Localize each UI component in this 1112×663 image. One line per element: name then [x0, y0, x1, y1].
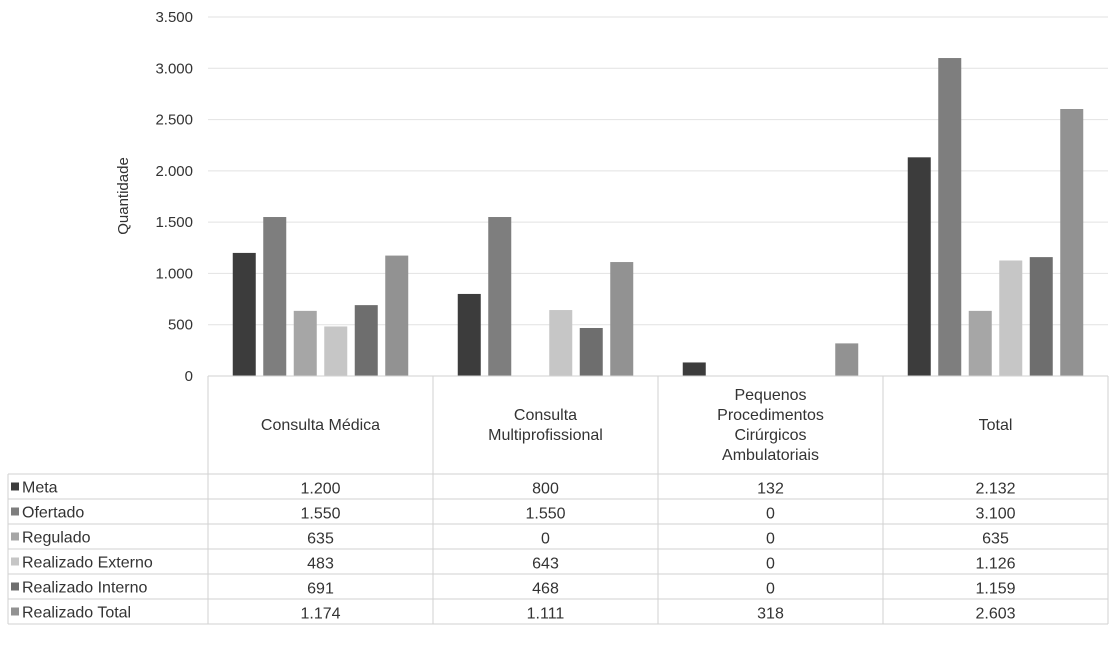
bar: [610, 262, 634, 376]
table-cell-value: 635: [307, 531, 334, 548]
data-table: Consulta Médica Consulta Multiprofissional…: [7, 375, 1109, 625]
bar: [1029, 257, 1053, 376]
bar: [682, 362, 706, 376]
bar: [232, 252, 256, 376]
table-cell-value: 2.132: [975, 481, 1015, 498]
table-cell-value: 483: [307, 556, 334, 573]
legend-label: Realizado Total: [22, 605, 131, 622]
category-label: Total: [979, 417, 1013, 434]
table-cell-value: 0: [766, 506, 775, 523]
table-cell-value: 468: [532, 581, 559, 598]
bar: [354, 305, 378, 376]
y-axis-label: Quantidade: [115, 157, 132, 235]
bar: [324, 326, 348, 376]
bar: [293, 310, 317, 376]
y-tick-label: 0: [185, 368, 193, 385]
table-cell-value: 0: [766, 556, 775, 573]
table-cell-value: 0: [766, 581, 775, 598]
y-tick-label: 3.000: [155, 60, 193, 77]
y-tick-label: 2.000: [155, 163, 193, 180]
table-cell-value: 1.200: [300, 481, 340, 498]
table-cell-value: 1.550: [525, 506, 565, 523]
legend-swatch: [11, 507, 19, 516]
legend-swatch: [11, 582, 19, 591]
legend-swatch: [11, 532, 19, 541]
y-axis-ticks: 0 500 1.000 1.500 2.000 2.500 3.000 3.500: [155, 9, 193, 385]
table-cell-value: 1.550: [300, 506, 340, 523]
table-cell-value: 2.603: [975, 606, 1015, 623]
y-tick-label: 2.500: [155, 112, 193, 129]
table-cell-value: 1.159: [975, 581, 1015, 598]
legend-swatch: [11, 557, 19, 566]
y-tick-label: 1.000: [155, 265, 193, 282]
bar: [457, 293, 481, 376]
category-label: Consulta Médica: [261, 417, 380, 434]
legend-label: Realizado Externo: [22, 555, 153, 572]
bar: [907, 157, 931, 376]
legend-label: Meta: [22, 480, 58, 497]
bars: [232, 58, 1084, 377]
category-label: Pequenos Procedimentos Cirúrgicos Ambulator…: [717, 387, 824, 464]
bar: [968, 310, 992, 376]
table-cell-value: 691: [307, 581, 334, 598]
bar: [549, 310, 573, 376]
legend-label: Regulado: [22, 530, 91, 547]
bar: [488, 217, 512, 376]
y-tick-label: 3.500: [155, 9, 193, 26]
table-cell-value: 0: [541, 531, 550, 548]
table-cell-value: 318: [757, 606, 784, 623]
bar: [579, 327, 603, 376]
y-tick-label: 1.500: [155, 214, 193, 231]
table-cell-value: 1.126: [975, 556, 1015, 573]
table-cell-value: 800: [532, 481, 559, 498]
legend-swatch: [11, 607, 19, 616]
legend-label: Ofertado: [22, 505, 84, 522]
bar: [263, 217, 287, 376]
table-cell-value: 132: [757, 481, 784, 498]
table-cell-value: 0: [766, 531, 775, 548]
table-cell-value: 1.111: [527, 606, 565, 623]
legend-label: Realizado Interno: [22, 580, 148, 597]
table-cell-value: 643: [532, 556, 559, 573]
bar: [1060, 109, 1084, 377]
bar: [999, 260, 1023, 376]
bar: [385, 255, 409, 376]
table-cell-value: 635: [982, 531, 1009, 548]
bar: [938, 58, 962, 377]
bar: [835, 343, 859, 376]
category-label: Consulta Multiprofissional: [488, 407, 603, 444]
y-tick-label: 500: [168, 317, 193, 334]
table-cell-value: 1.174: [300, 606, 340, 623]
legend-swatch: [11, 482, 19, 491]
table-cell-value: 3.100: [975, 506, 1015, 523]
